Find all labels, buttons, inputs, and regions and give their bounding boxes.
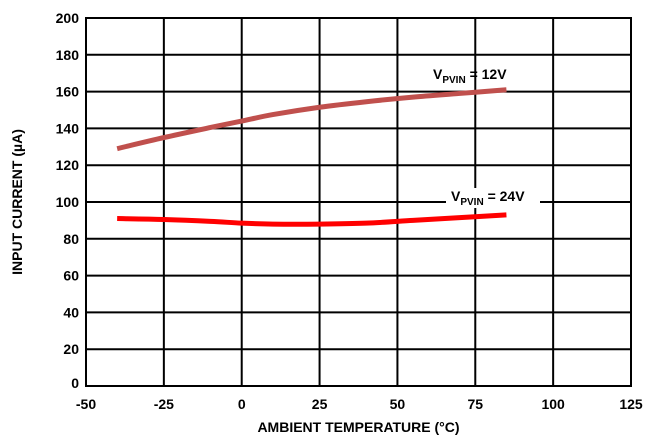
x-tick-label: -25 <box>154 396 174 412</box>
x-axis-title: AMBIENT TEMPERATURE (°C) <box>257 419 459 435</box>
tick-labels: -50 -25 0 25 50 75 100 125 0 20 40 60 80 100 120 140 160… <box>56 10 643 412</box>
y-tick-label: 100 <box>56 194 80 210</box>
grid <box>85 17 632 387</box>
x-tick-label: 0 <box>238 396 246 412</box>
series-label-bg <box>446 188 540 208</box>
x-tick-label: 100 <box>541 396 565 412</box>
x-tick-label: -50 <box>76 396 96 412</box>
series-label-value: = 12V <box>466 66 508 82</box>
series-label-subscript: PVIN <box>442 75 465 86</box>
x-tick-label: 125 <box>619 396 643 412</box>
series-label: VPVIN = 24V <box>451 188 525 208</box>
series-label: VPVIN = 12V <box>433 66 507 86</box>
series-line <box>117 212 507 227</box>
y-tick-label: 160 <box>56 84 80 100</box>
series-label-main: V <box>433 66 443 82</box>
y-axis-title: INPUT CURRENT (µA) <box>9 129 25 275</box>
x-tick-label: 25 <box>312 396 328 412</box>
y-tick-label: 60 <box>63 268 79 284</box>
x-tick-label: 50 <box>390 396 406 412</box>
series-label-main: V <box>451 188 461 204</box>
series-line <box>116 87 507 152</box>
plot-frame <box>85 17 632 387</box>
series-label-subscript: PVIN <box>460 197 483 208</box>
y-tick-label: 180 <box>56 47 80 63</box>
y-tick-label: 0 <box>71 375 79 391</box>
series-label-value: = 24V <box>484 188 526 204</box>
y-tick-label: 80 <box>63 231 79 247</box>
y-tick-label: 120 <box>56 157 80 173</box>
series-layer <box>116 87 507 227</box>
x-tick-label: 75 <box>467 396 483 412</box>
y-tick-label: 140 <box>56 120 80 136</box>
y-tick-label: 200 <box>56 10 80 26</box>
y-tick-label: 40 <box>63 304 79 320</box>
y-tick-label: 20 <box>63 341 79 357</box>
